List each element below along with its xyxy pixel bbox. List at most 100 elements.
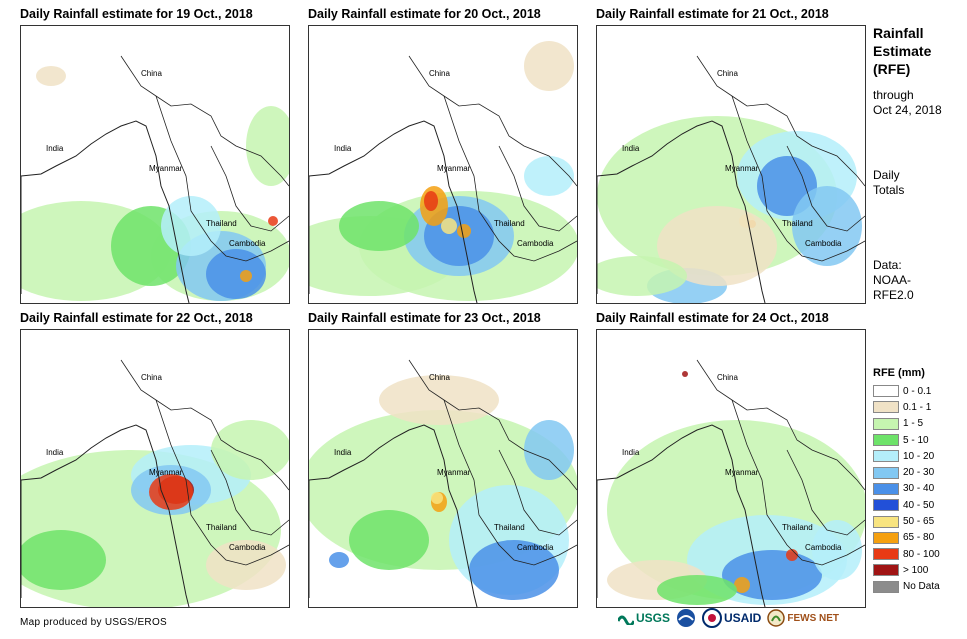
country-border <box>210 145 289 232</box>
map-label-myanmar: Myanmar <box>725 468 759 477</box>
rainfall-area <box>457 224 471 238</box>
country-border <box>731 399 865 566</box>
panel-title: Daily Rainfall estimate for 21 Oct., 201… <box>596 7 829 21</box>
map-canvas: China India Myanmar Thailand Cambodia <box>21 359 289 607</box>
title-line: Estimate <box>873 43 932 59</box>
legend-item: 5 - 10 <box>873 432 940 448</box>
data-line: RFE2.0 <box>873 288 914 302</box>
rainfall-map: China India Myanmar Thailand Cambodia <box>20 25 290 304</box>
legend-swatch <box>873 515 899 528</box>
map-label-cambodia: Cambodia <box>517 543 554 552</box>
data-line: Data: <box>873 258 902 272</box>
map-label-cambodia: Cambodia <box>805 239 842 248</box>
fewsnet-logo: FEWS NET <box>767 609 839 627</box>
map-label-myanmar: Myanmar <box>725 164 759 173</box>
map-canvas: China India Myanmar Thailand Cambodia <box>597 55 865 303</box>
rainfall-map: China India Myanmar Thailand Cambodia <box>308 329 578 608</box>
rainfall-area <box>379 375 499 425</box>
legend-swatch <box>873 434 899 447</box>
country-border <box>443 95 577 262</box>
map-label-india: India <box>46 448 64 457</box>
map-canvas: China India Myanmar Thailand Cambodia <box>597 359 865 607</box>
country-border <box>696 55 865 187</box>
rainfall-area <box>431 492 443 504</box>
fewsnet-text: FEWS NET <box>787 612 840 624</box>
rainfall-area <box>657 575 737 605</box>
legend-label: 30 - 40 <box>903 483 935 495</box>
legend-label: 10 - 20 <box>903 450 935 462</box>
rfe-panel-oct20: Daily Rainfall estimate for 20 Oct., 201… <box>308 7 580 304</box>
data-line: NOAA- <box>873 273 912 287</box>
fewsnet-leaf-icon <box>767 609 786 627</box>
legend-label: 40 - 50 <box>903 499 935 511</box>
legend-item: 80 - 100 <box>873 546 940 562</box>
country-border <box>696 359 865 491</box>
legend-label: 65 - 80 <box>903 532 935 544</box>
map-canvas: China India Myanmar Thailand Cambodia <box>309 41 577 303</box>
rfe-panel-oct24: Daily Rainfall estimate for 24 Oct., 201… <box>596 311 868 608</box>
map-label-myanmar: Myanmar <box>149 164 183 173</box>
sidebar-title: Rainfall Estimate (RFE) <box>873 24 931 78</box>
rainfall-area <box>211 420 289 480</box>
legend-label: 80 - 100 <box>903 548 940 560</box>
panel-title: Daily Rainfall estimate for 23 Oct., 201… <box>308 311 541 325</box>
country-border <box>498 449 577 536</box>
credit-text: Map produced by USGS/EROS <box>20 617 168 628</box>
legend-label: No Data <box>903 581 940 593</box>
usaid-text: USAID <box>724 611 762 625</box>
country-border <box>120 359 289 491</box>
map-label-thailand: Thailand <box>206 523 237 532</box>
map-label-china: China <box>141 373 162 382</box>
legend-label: 0.1 - 1 <box>903 401 932 413</box>
rainfall-area <box>597 256 687 296</box>
legend-swatch <box>873 564 899 577</box>
map-canvas: China India Myanmar Thailand Cambodia <box>21 55 289 303</box>
map-label-myanmar: Myanmar <box>437 164 471 173</box>
legend-swatch <box>873 548 899 561</box>
legend-item: 1 - 5 <box>873 416 940 432</box>
legend-label: 50 - 65 <box>903 516 935 528</box>
map-label-thailand: Thailand <box>206 219 237 228</box>
country-border <box>498 145 577 232</box>
title-line: (RFE) <box>873 61 911 77</box>
logos-strip: USGS USAID FEWS NET <box>618 608 839 628</box>
rainfall-area <box>469 540 559 600</box>
legend-label: 1 - 5 <box>903 418 924 430</box>
country-border <box>21 120 190 303</box>
country-border <box>309 120 478 303</box>
map-label-china: China <box>429 373 450 382</box>
totals-label: Daily Totals <box>873 168 904 198</box>
through-date: through Oct 24, 2018 <box>873 88 942 118</box>
map-label-china: China <box>717 373 738 382</box>
country-border <box>443 399 577 566</box>
country-border <box>597 424 766 607</box>
map-label-china: China <box>141 69 162 78</box>
rainfall-area <box>524 156 574 196</box>
map-label-india: India <box>334 144 352 153</box>
rainfall-area <box>329 552 349 568</box>
legend-swatch <box>873 401 899 414</box>
legend-item: 10 - 20 <box>873 448 940 464</box>
noaa-emblem-icon <box>677 609 696 627</box>
rainfall-area <box>424 191 438 211</box>
country-border <box>210 449 289 536</box>
noaa-logo <box>676 608 696 628</box>
country-border <box>120 55 289 187</box>
country-border <box>408 359 577 491</box>
country-border <box>408 55 577 187</box>
map-canvas: China India Myanmar Thailand Cambodia <box>309 359 577 607</box>
legend-label: > 100 <box>903 564 929 576</box>
legend-swatch <box>873 482 899 495</box>
usgs-logo: USGS <box>618 611 670 625</box>
country-border <box>597 120 766 303</box>
legend-swatch <box>873 385 899 398</box>
country-border <box>731 95 865 262</box>
legend-swatch <box>873 450 899 463</box>
rainfall-area <box>812 520 862 580</box>
rainfall-map: China India Myanmar Thailand Cambodia <box>20 329 290 608</box>
rainfall-area <box>240 270 252 282</box>
legend-item: 30 - 40 <box>873 481 940 497</box>
legend-item: No Data <box>873 579 940 595</box>
rainfall-area <box>734 577 750 593</box>
country-border <box>155 95 289 262</box>
